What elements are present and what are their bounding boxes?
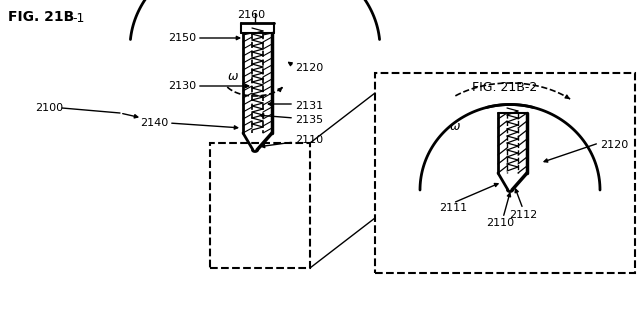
Text: 2140: 2140 [140,118,168,128]
Text: 2100: 2100 [35,103,63,113]
Text: $\omega$: $\omega$ [449,119,461,133]
Text: 2135: 2135 [295,115,323,125]
Text: FIG. 21B: FIG. 21B [8,10,74,24]
Text: 2110: 2110 [295,135,323,145]
Text: 2131: 2131 [295,101,323,111]
Bar [210,143,310,268]
Text: $\omega$: $\omega$ [227,70,239,83]
Text: FIG. 21B-2: FIG. 21B-2 [472,81,538,94]
Bar [375,73,635,273]
Text: 2111: 2111 [439,203,467,213]
Text: 2120: 2120 [295,63,323,73]
Text: 2110: 2110 [486,218,514,228]
Text: 2150: 2150 [168,33,196,43]
Text: 2120: 2120 [600,140,628,150]
Text: -1: -1 [72,12,84,25]
Text: 2130: 2130 [168,81,196,91]
Text: 2112: 2112 [509,210,537,220]
Text: 2160: 2160 [237,10,265,20]
